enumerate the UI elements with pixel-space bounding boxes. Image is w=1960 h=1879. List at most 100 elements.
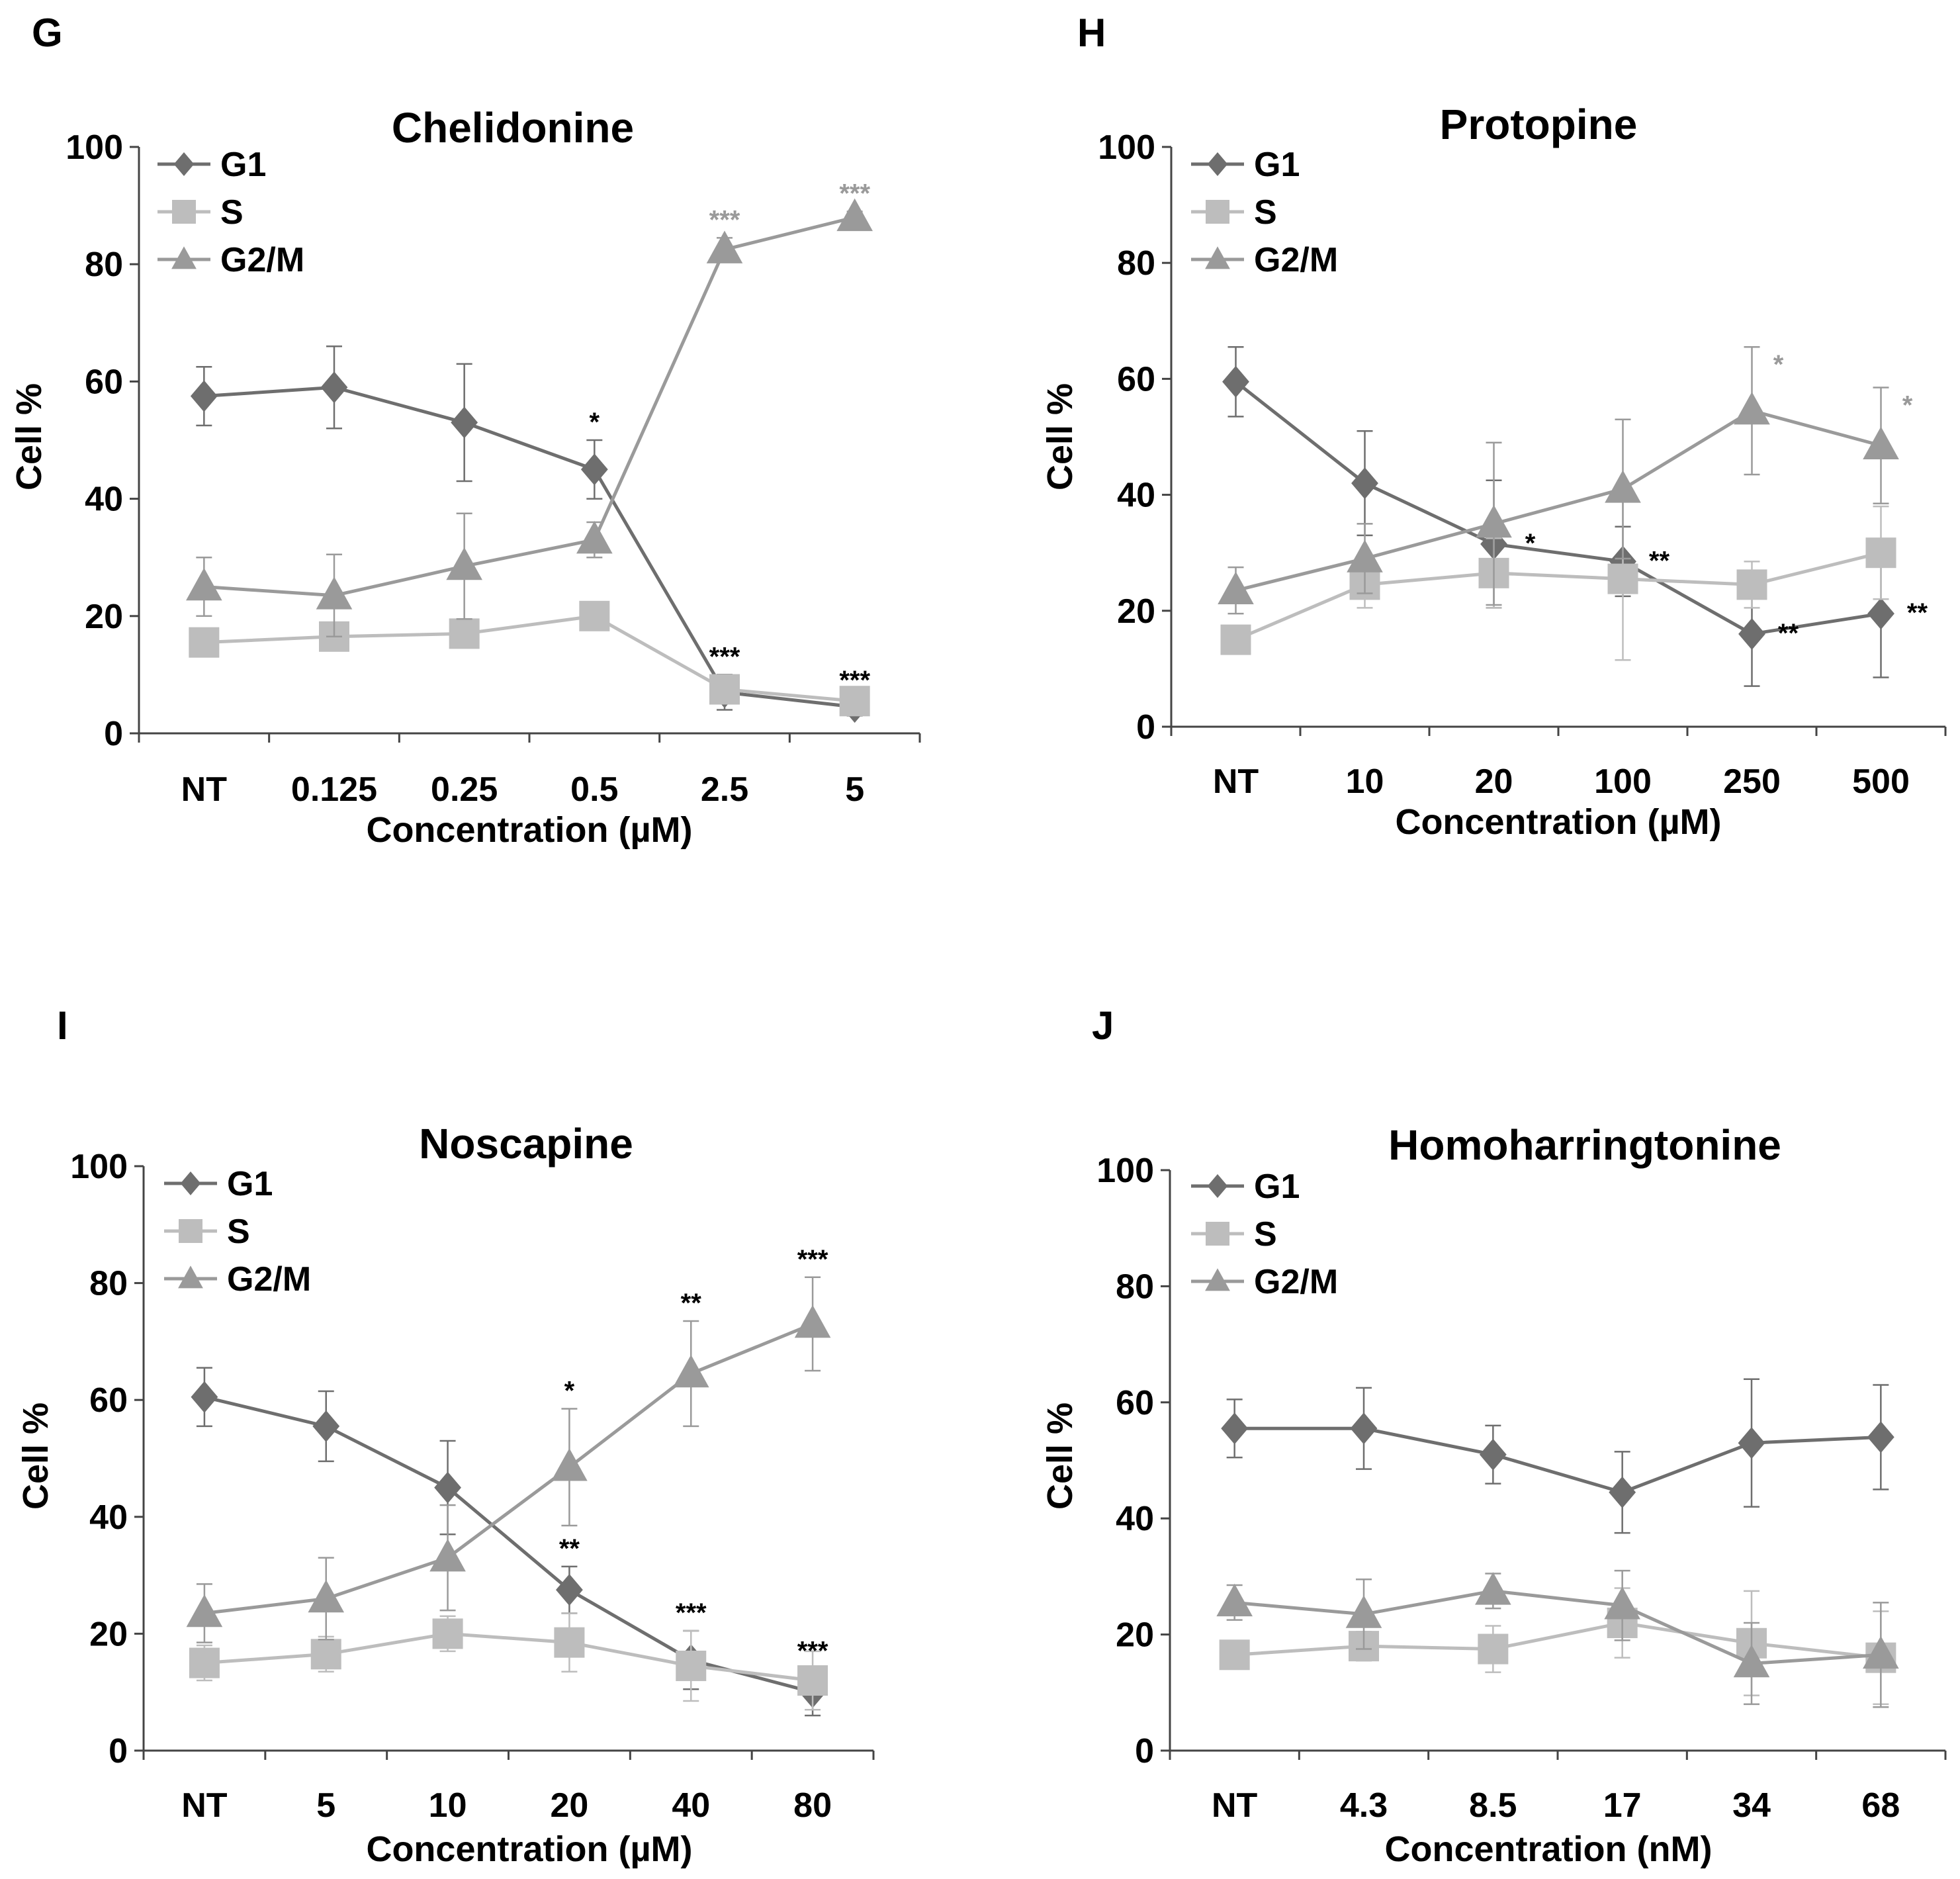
y-tick-label: 0	[109, 1732, 128, 1770]
legend-marker	[172, 200, 196, 224]
legend-label: S	[220, 193, 244, 232]
data-point	[1347, 539, 1383, 573]
data-point	[1607, 563, 1638, 594]
data-point	[580, 453, 608, 486]
data-point	[1863, 426, 1899, 459]
y-tick-label: 20	[1116, 1616, 1154, 1655]
series-s	[189, 1612, 828, 1711]
data-point	[186, 567, 222, 601]
data-point	[312, 1410, 340, 1442]
legend-marker	[171, 246, 197, 269]
chart-panel-H: H Protopine 0 20 40 60 80 100 NT 10 20 100 250 500 Con…	[1040, 11, 1947, 842]
data-point	[1220, 624, 1251, 655]
x-tick-label: 5	[845, 770, 864, 809]
data-point	[186, 1594, 223, 1627]
significance-label: ***	[676, 1598, 707, 1627]
data-point	[432, 1618, 463, 1649]
legend-marker	[173, 152, 195, 176]
y-tick-label: 60	[85, 363, 123, 401]
x-tick-label: 17	[1603, 1786, 1642, 1825]
series-line	[1234, 1589, 1881, 1665]
series-s	[189, 600, 870, 717]
x-axis-label: Concentration (µM)	[366, 810, 692, 850]
data-point	[1476, 504, 1512, 538]
x-tick-label: 8.5	[1469, 1786, 1517, 1825]
series-line	[1235, 551, 1882, 641]
chart-title: Chelidonine	[392, 104, 634, 152]
legend-label: G1	[220, 146, 266, 184]
y-tick-label: 60	[1116, 1384, 1154, 1422]
series-line	[204, 1395, 813, 1694]
x-tick-label: 2.5	[701, 770, 748, 809]
data-point	[190, 380, 218, 412]
y-tick-label: 80	[85, 246, 123, 284]
data-point	[1479, 1438, 1507, 1471]
data-point	[189, 627, 220, 658]
chart-title: Homoharringtonine	[1388, 1121, 1781, 1169]
legend-marker	[1205, 246, 1230, 269]
y-tick-label: 20	[85, 598, 123, 636]
data-point	[320, 371, 348, 404]
y-tick-label: 40	[1116, 1500, 1154, 1538]
data-point	[1867, 1421, 1894, 1453]
data-point	[839, 686, 870, 717]
series-g1	[191, 1367, 826, 1717]
y-axis-label: Cell %	[1040, 1402, 1080, 1510]
legend: G1 S G2/M	[157, 146, 304, 279]
chart-title: Noscapine	[419, 1120, 633, 1168]
y-tick-label: 100	[1098, 128, 1155, 167]
legend-marker	[1206, 1222, 1229, 1246]
series-g2m	[1216, 1569, 1899, 1708]
legend: G1 S G2/M	[1191, 146, 1338, 279]
y-tick-label: 0	[104, 715, 123, 753]
data-point	[709, 674, 740, 705]
y-tick-label: 0	[1136, 708, 1155, 747]
x-tick-label: 0.5	[570, 770, 618, 809]
data-point	[1863, 1635, 1899, 1669]
x-tick-label: 500	[1852, 762, 1910, 801]
chart-panel-J: J Homoharringtonine 0 20 40 60 80 100 NT 4.3 8.5 17…	[1040, 1003, 1947, 1869]
legend-marker	[1206, 200, 1229, 224]
data-point	[1867, 598, 1894, 630]
y-tick-label: 0	[1135, 1732, 1154, 1770]
panel-letter: J	[1092, 1003, 1114, 1048]
y-tick-label: 100	[66, 128, 123, 167]
series-line	[1234, 380, 1881, 636]
data-point	[1216, 1583, 1253, 1617]
legend-label: G2/M	[220, 241, 304, 279]
data-point	[449, 618, 480, 649]
y-axis-label: Cell %	[1040, 383, 1080, 490]
data-point	[1738, 1427, 1765, 1459]
chart-title: Protopine	[1440, 101, 1638, 148]
x-tick-label: 10	[429, 1786, 467, 1825]
y-tick-label: 100	[70, 1148, 128, 1186]
data-point	[1865, 537, 1896, 569]
data-point	[1350, 1412, 1378, 1445]
legend-label: G1	[1254, 146, 1300, 184]
legend-label: G1	[227, 1165, 273, 1203]
series-line	[204, 614, 855, 703]
x-axis-label: Concentration (µM)	[366, 1829, 692, 1869]
significance-label: ***	[709, 642, 740, 671]
series-line	[1235, 408, 1882, 592]
legend-label: G2/M	[1254, 241, 1338, 279]
x-tick-label: 20	[1475, 762, 1513, 801]
y-tick-label: 60	[1117, 360, 1155, 398]
series-line	[204, 215, 856, 598]
x-tick-label: 34	[1732, 1786, 1771, 1825]
significance-label: **	[1778, 619, 1799, 648]
x-tick-label: 250	[1723, 762, 1781, 801]
legend-label: G1	[1254, 1168, 1300, 1206]
legend-label: G2/M	[1254, 1263, 1338, 1301]
significance-label: ***	[839, 179, 870, 208]
data-point	[556, 1574, 583, 1606]
data-point	[1219, 1639, 1250, 1671]
x-tick-label: NT	[181, 1786, 228, 1825]
legend: G1 S G2/M	[164, 1165, 311, 1299]
significance-label: ***	[709, 205, 740, 234]
data-point	[1222, 365, 1249, 398]
series-line	[204, 1322, 814, 1615]
y-tick-label: 40	[89, 1498, 128, 1537]
legend-marker	[179, 1219, 202, 1243]
